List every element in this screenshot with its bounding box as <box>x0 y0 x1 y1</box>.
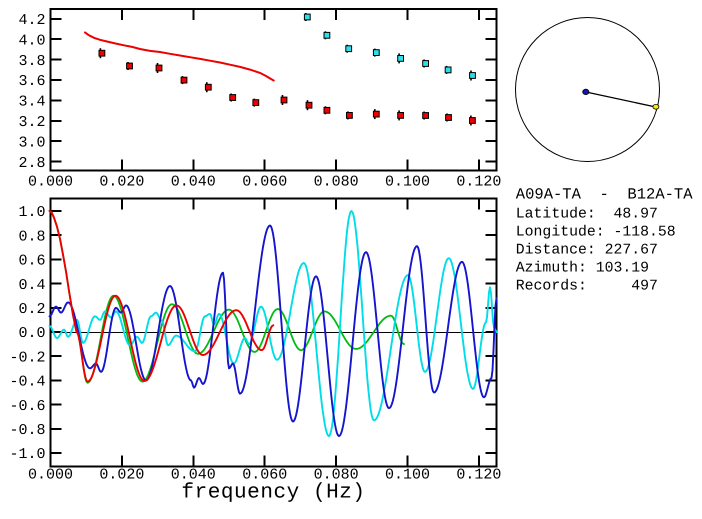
svg-text:0.4: 0.4 <box>18 277 45 294</box>
svg-text:0.040: 0.040 <box>171 174 216 191</box>
svg-text:Records: 497: Records: 497 <box>516 279 658 295</box>
svg-text:3.0: 3.0 <box>18 134 45 151</box>
svg-text:-1.0: -1.0 <box>9 446 45 463</box>
svg-text:0.020: 0.020 <box>99 174 144 191</box>
svg-text:0.060: 0.060 <box>242 174 287 191</box>
svg-text:0.100: 0.100 <box>385 467 430 484</box>
svg-text:0.080: 0.080 <box>314 467 359 484</box>
svg-text:0.120: 0.120 <box>456 174 501 191</box>
svg-text:1.0: 1.0 <box>18 204 45 221</box>
svg-text:0.040: 0.040 <box>171 467 216 484</box>
svg-text:0.6: 0.6 <box>18 253 45 270</box>
svg-text:4.2: 4.2 <box>18 12 45 29</box>
svg-text:0.2: 0.2 <box>18 301 45 318</box>
svg-text:3.8: 3.8 <box>18 53 45 70</box>
svg-text:0.000: 0.000 <box>28 467 73 484</box>
svg-text:3.4: 3.4 <box>18 94 45 111</box>
svg-text:0.0: 0.0 <box>18 325 45 342</box>
svg-text:0.020: 0.020 <box>99 467 144 484</box>
svg-text:0.080: 0.080 <box>314 174 359 191</box>
svg-text:0.120: 0.120 <box>456 467 501 484</box>
svg-text:A09A-TA - B12A-TA: A09A-TA - B12A-TA <box>516 186 693 204</box>
svg-text:-0.8: -0.8 <box>9 422 45 439</box>
svg-text:4.0: 4.0 <box>18 32 45 49</box>
svg-text:Azimuth: 103.19: Azimuth: 103.19 <box>516 261 649 277</box>
svg-text:0.8: 0.8 <box>18 228 45 245</box>
svg-text:-0.4: -0.4 <box>9 374 45 391</box>
svg-text:-0.2: -0.2 <box>9 349 45 366</box>
svg-text:frequency (Hz): frequency (Hz) <box>181 482 365 505</box>
svg-text:0.060: 0.060 <box>242 467 287 484</box>
svg-text:2.8: 2.8 <box>18 155 45 172</box>
svg-text:Longitude: -118.58: Longitude: -118.58 <box>516 224 676 240</box>
svg-text:0.000: 0.000 <box>28 174 73 191</box>
svg-text:Latitude: 48.97: Latitude: 48.97 <box>516 206 658 222</box>
svg-text:0.100: 0.100 <box>385 174 430 191</box>
svg-text:3.2: 3.2 <box>18 114 45 131</box>
svg-text:Distance: 227.67: Distance: 227.67 <box>516 243 658 259</box>
svg-text:3.6: 3.6 <box>18 73 45 90</box>
svg-text:-0.6: -0.6 <box>9 398 45 415</box>
